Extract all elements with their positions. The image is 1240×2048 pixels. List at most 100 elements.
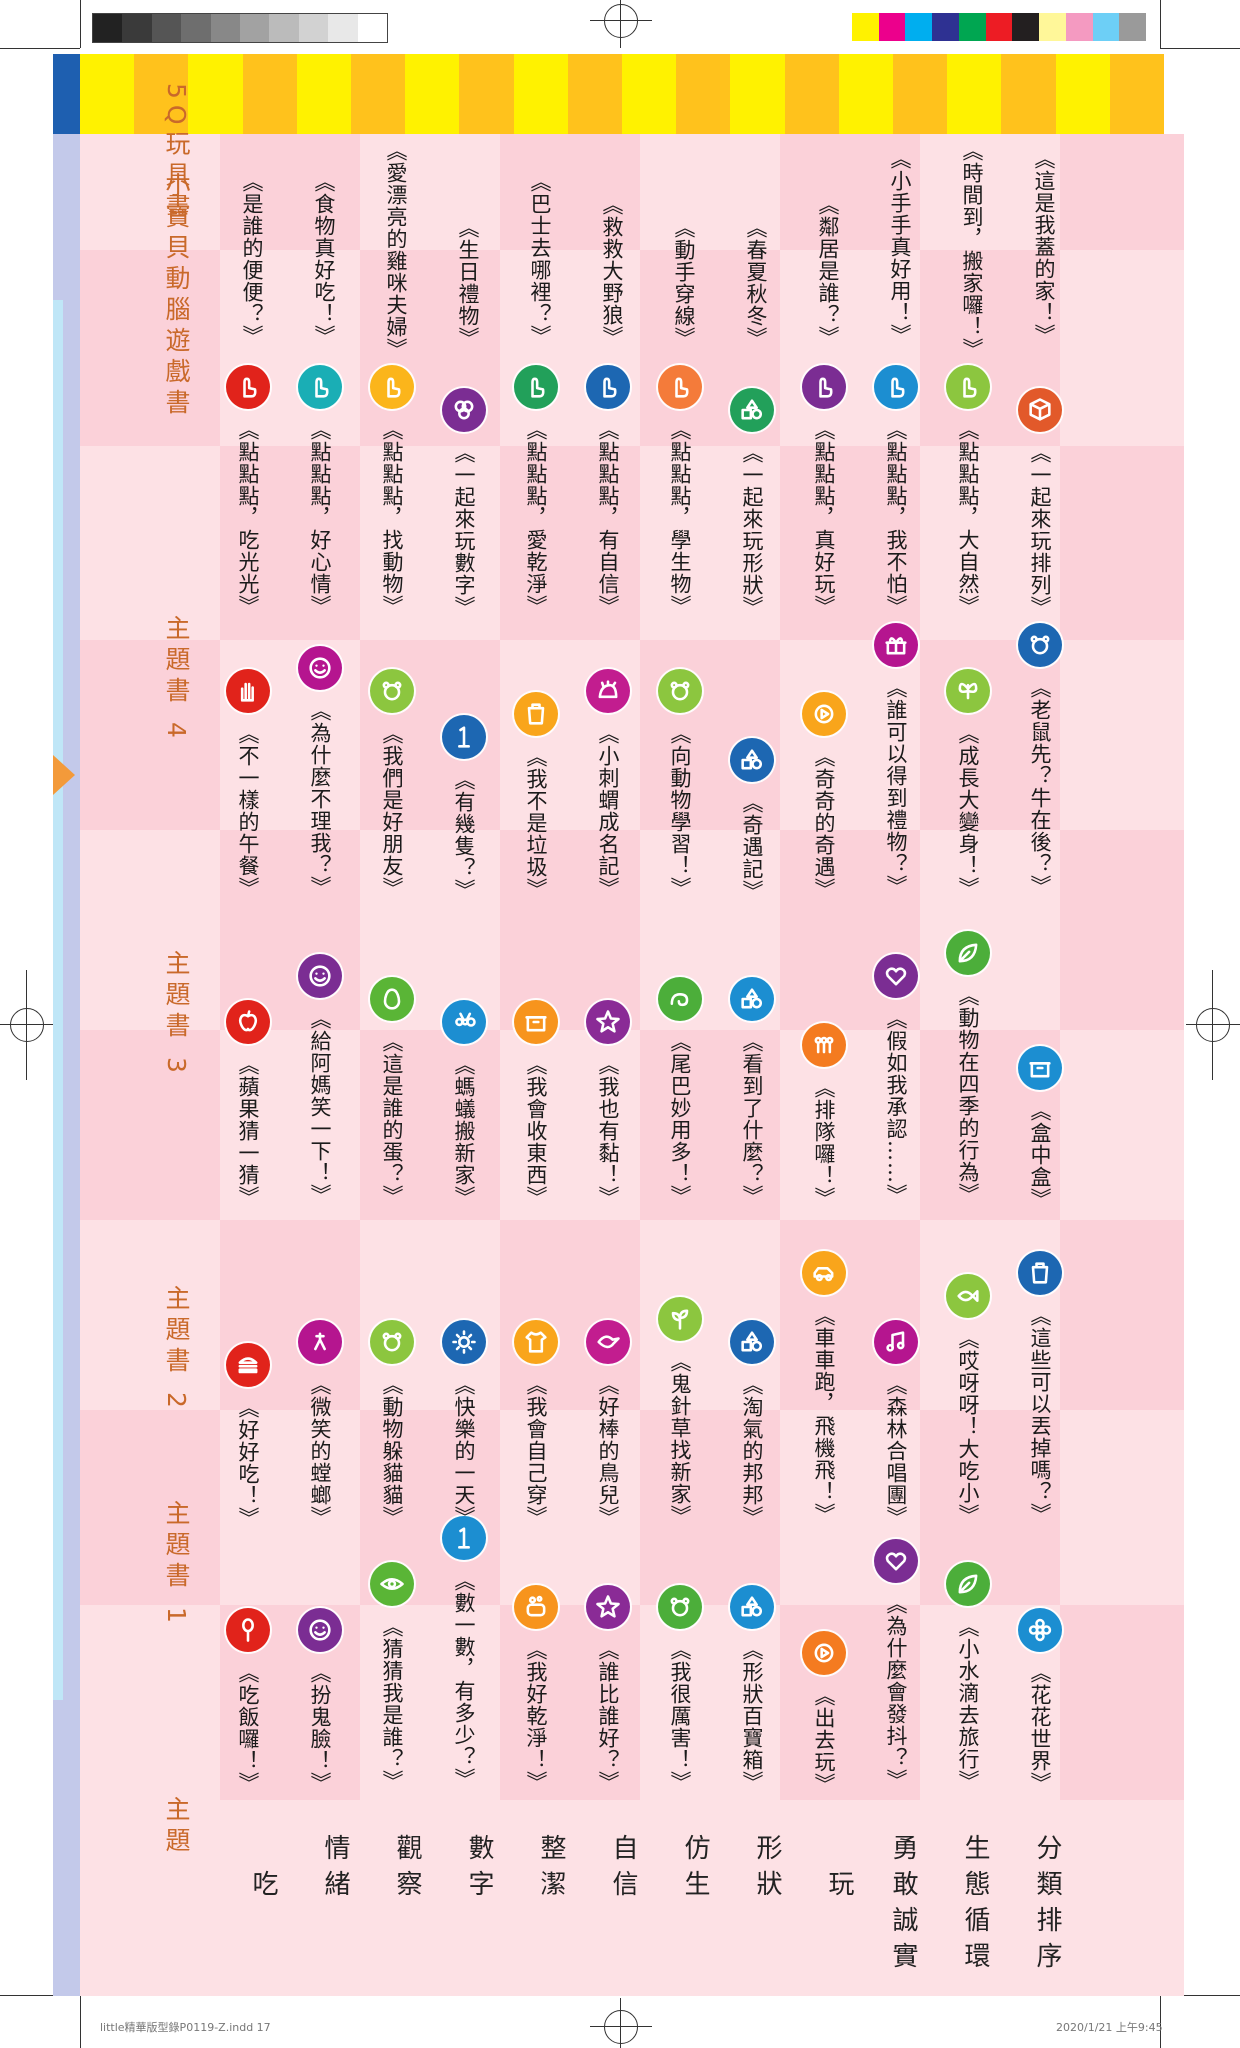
book-entry: 《我很厲害！》 [658, 1585, 702, 1793]
balloon-icon [442, 388, 486, 432]
checker-cell [80, 250, 220, 446]
book-entry: 《有幾隻？》 [442, 715, 486, 901]
book-entry: 《點點點，大自然》 [946, 365, 990, 617]
heart-icon [874, 1539, 918, 1583]
book-entry: 《吃飯囉！》 [226, 1608, 270, 1794]
theme-label: 吃 [248, 1870, 278, 1906]
checker-cell [1060, 134, 1184, 250]
color-calibration-bar [852, 13, 1147, 41]
book-title: 《快樂的一天》 [452, 1374, 476, 1528]
left-edge-light-blue-panel [53, 300, 63, 1700]
checker-cell [500, 1220, 640, 1410]
checker-cell [1060, 1220, 1184, 1410]
music-icon [874, 1320, 918, 1364]
egg-icon [370, 977, 414, 1021]
book-entry: 《給阿媽笑一下！》 [298, 954, 342, 1206]
book-title: 《誰比誰好？》 [596, 1639, 620, 1793]
book-entry: 《好棒的鳥兒》 [586, 1320, 630, 1528]
book-title: 《點點點，學生物》 [668, 419, 692, 617]
book-title: 《數一數，有多少？》 [452, 1570, 476, 1790]
book-title: 《排隊囉！》 [812, 1077, 836, 1209]
header-stripe [784, 54, 839, 134]
book-title: 《看到了什麼？》 [740, 1031, 764, 1207]
number-icon [442, 1516, 486, 1560]
book-entry: 《小水滴去旅行》 [946, 1562, 990, 1792]
spoon-icon [226, 1608, 270, 1652]
finger-icon [226, 365, 270, 409]
book-entry: 《不一樣的午餐》 [226, 669, 270, 899]
number-icon [442, 715, 486, 759]
book-entry: 《我也有黏！》 [586, 1000, 630, 1208]
book-title: 《為什麼會發抖？》 [884, 1593, 908, 1791]
book-entry: 《微笑的螳螂》 [298, 1320, 342, 1528]
header-stripe [405, 54, 460, 134]
book-title: 《花花世界》 [1028, 1662, 1052, 1794]
box-icon [514, 1000, 558, 1044]
registration-mark-right [1196, 1008, 1230, 1042]
header-stripe [134, 54, 189, 134]
checker-cell [640, 1410, 780, 1605]
heart-icon [874, 954, 918, 998]
book-entry: 《這是我蓋的家！》 [1029, 148, 1059, 346]
header-stripe [80, 54, 135, 134]
shirt-icon [514, 1320, 558, 1364]
theme-label: 形狀 [752, 1834, 782, 1906]
book-entry: 《螞蟻搬新家》 [442, 1000, 486, 1208]
book-title: 《動物在四季的行為》 [956, 985, 980, 1205]
book-title: 《森林合唱團》 [884, 1374, 908, 1528]
book-entry: 《猜猜我是誰？》 [370, 1562, 414, 1792]
book-title: 《春夏秋冬》 [744, 217, 768, 349]
checker-cell [1060, 1605, 1184, 1800]
bin-icon [1018, 1251, 1062, 1295]
header-stripe [351, 54, 406, 134]
book-entry: 《是誰的便便？》 [237, 171, 267, 347]
soap-icon [514, 1585, 558, 1629]
book-title: 《動物躲貓貓》 [380, 1374, 404, 1528]
book-title: 《誰可以得到禮物？》 [884, 677, 908, 897]
column-title: 主題書 1 [162, 1500, 191, 1629]
book-entry: 《老鼠先？牛在後？》 [1018, 623, 1062, 897]
bin-icon [514, 692, 558, 736]
play-icon [802, 1631, 846, 1675]
theme-label: 分類排序 [1032, 1834, 1062, 1978]
animal-icon [1018, 623, 1062, 667]
book-title: 《鬼針草找新家》 [668, 1351, 692, 1527]
book-entry: 《快樂的一天》 [442, 1320, 486, 1528]
book-title: 《淘氣的邦邦》 [740, 1374, 764, 1528]
header-stripe [730, 54, 785, 134]
book-entry: 《形狀百寶箱》 [730, 1585, 774, 1793]
book-title: 《假如我承認……》 [884, 1008, 908, 1206]
book-entry: 《假如我承認……》 [874, 954, 918, 1206]
grayscale-calibration-bar [92, 13, 388, 43]
book-title: 《奇遇記》 [740, 792, 764, 902]
book-entry: 《小手手真好用！》 [885, 148, 915, 346]
book-title: 《尾巴妙用多！》 [668, 1031, 692, 1207]
book-entry: 《點點點，真好玩》 [802, 365, 846, 617]
box-icon [1018, 1046, 1062, 1090]
theme-label: 仿生 [680, 1834, 710, 1906]
car-icon [802, 1251, 846, 1295]
hedgehog-icon [586, 669, 630, 713]
star-icon [586, 1000, 630, 1044]
theme-label: 玩 [824, 1870, 854, 1906]
header-stripe [567, 54, 622, 134]
book-title: 《好棒的鳥兒》 [596, 1374, 620, 1528]
checker-cell [780, 1220, 920, 1410]
checker-cell [500, 830, 640, 1030]
queue-icon [802, 1023, 846, 1067]
print-timestamp: 2020/1/21 上午9:45 [1056, 2021, 1163, 2034]
header-stripe [513, 54, 568, 134]
checker-cell [920, 640, 1060, 830]
book-entry: 《動手穿線》 [669, 217, 699, 349]
book-entry: 《點點點，愛乾淨》 [514, 365, 558, 617]
checker-cell [80, 1410, 220, 1605]
book-entry: 《扮鬼臉！》 [298, 1608, 342, 1794]
book-entry: 《車車跑，飛機飛！》 [802, 1251, 846, 1525]
book-entry: 《愛漂亮的雞咪夫婦》 [381, 140, 411, 360]
book-title: 《我好乾淨！》 [524, 1639, 548, 1793]
book-title: 《給阿媽笑一下！》 [308, 1008, 332, 1206]
finger-icon [370, 365, 414, 409]
animal-icon [370, 669, 414, 713]
book-entry: 《向動物學習！》 [658, 669, 702, 899]
